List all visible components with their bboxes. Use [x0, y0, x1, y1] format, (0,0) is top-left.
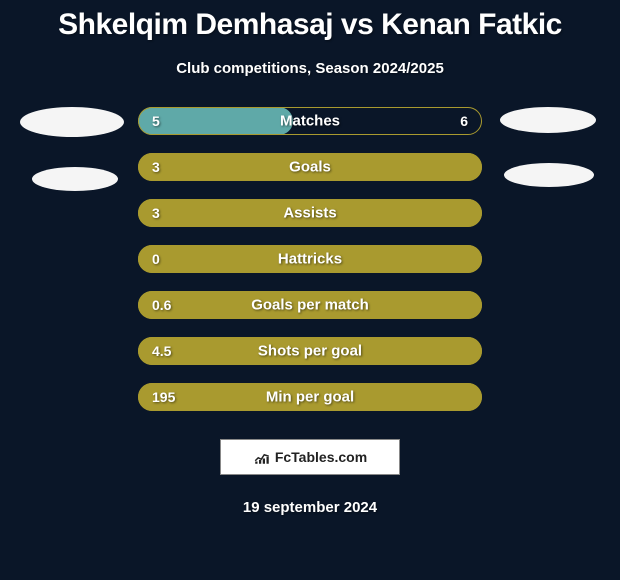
stat-right-value: 6 — [460, 113, 468, 129]
fctables-logo: FcTables.com — [220, 439, 400, 475]
comparison-date: 19 september 2024 — [0, 499, 620, 516]
stat-label: Matches — [138, 113, 482, 130]
stat-label: Shots per goal — [138, 343, 482, 360]
left-player-badges — [20, 107, 120, 191]
comparison-subtitle: Club competitions, Season 2024/2025 — [0, 60, 620, 77]
chart-icon — [253, 448, 271, 466]
player-badge-oval — [32, 167, 118, 191]
stat-label: Goals per match — [138, 297, 482, 314]
stat-bar: 5Matches6 — [138, 107, 482, 135]
stat-bar: 3Goals — [138, 153, 482, 181]
stat-label: Hattricks — [138, 251, 482, 268]
comparison-content: 5Matches6 3Goals 3Assists 0Hattricks 0.6Goal… — [0, 107, 620, 411]
comparison-title: Shkelqim Demhasaj vs Kenan Fatkic — [0, 0, 620, 42]
stat-bar: 4.5Shots per goal — [138, 337, 482, 365]
logo-text: FcTables.com — [275, 449, 367, 465]
right-player-badges — [500, 107, 600, 187]
player-badge-oval — [20, 107, 124, 137]
stat-bar: 0Hattricks — [138, 245, 482, 273]
stat-label: Goals — [138, 159, 482, 176]
stat-label: Assists — [138, 205, 482, 222]
player-badge-oval — [504, 163, 594, 187]
stat-bar: 195Min per goal — [138, 383, 482, 411]
stat-bar: 3Assists — [138, 199, 482, 227]
stat-bar: 0.6Goals per match — [138, 291, 482, 319]
stats-bars: 5Matches6 3Goals 3Assists 0Hattricks 0.6Goal… — [138, 107, 482, 411]
player-badge-oval — [500, 107, 596, 133]
stat-label: Min per goal — [138, 389, 482, 406]
